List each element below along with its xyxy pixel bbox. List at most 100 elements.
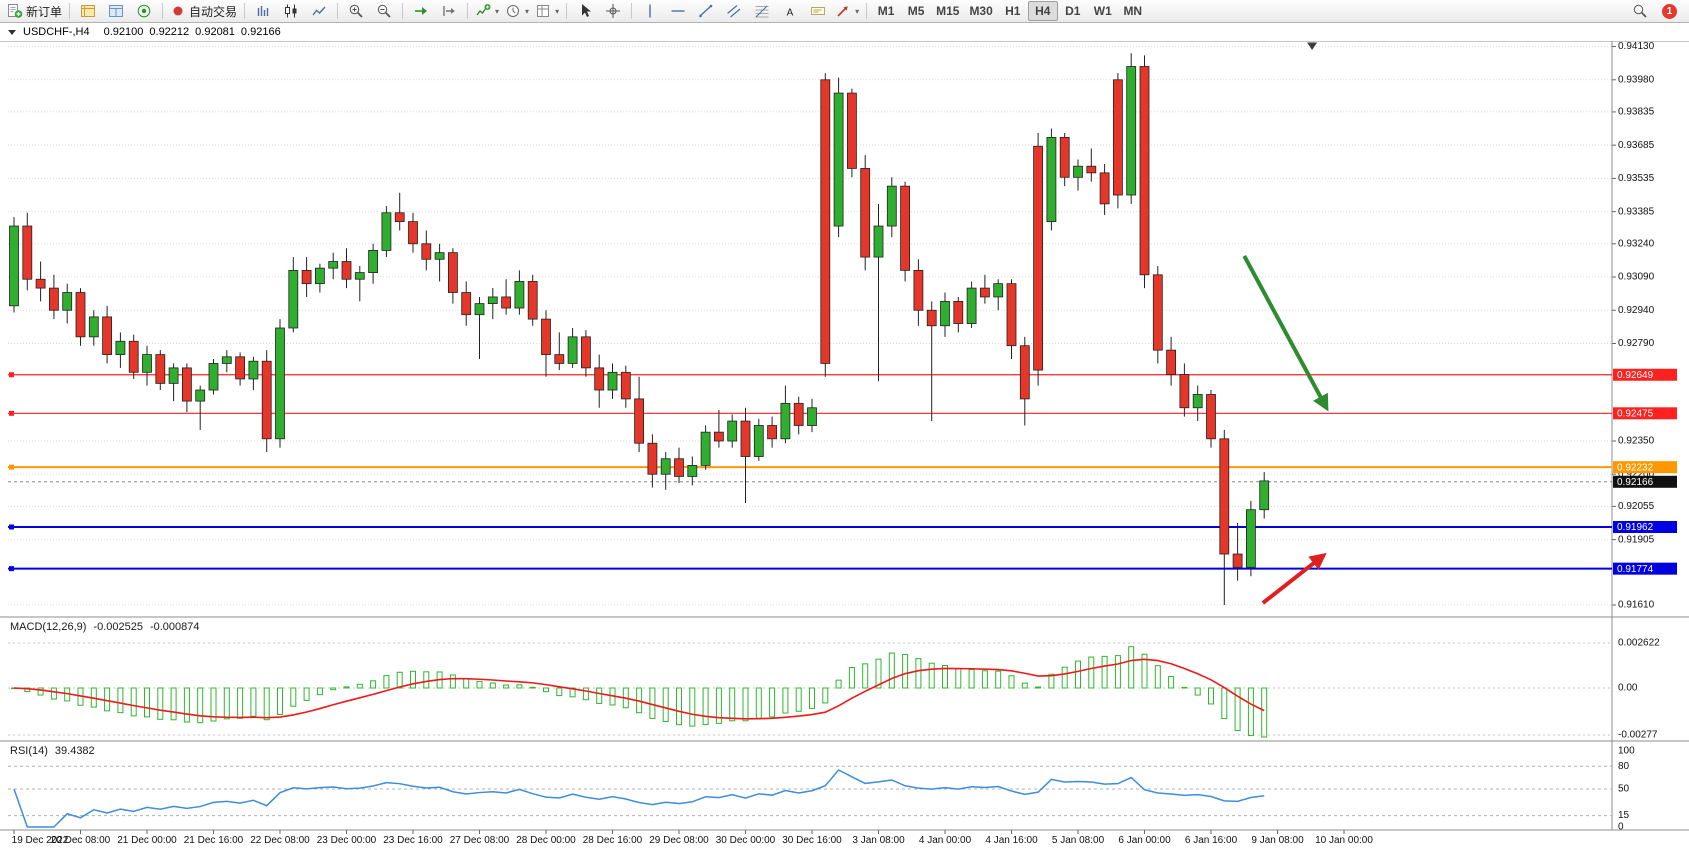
chart-shift-marker[interactable] bbox=[1307, 42, 1318, 51]
timeframe-w1-button[interactable]: W1 bbox=[1088, 1, 1118, 21]
candlestick bbox=[674, 447, 684, 484]
zoom-out-button[interactable] bbox=[370, 0, 398, 22]
label-button[interactable] bbox=[804, 0, 832, 22]
toolbar-button-groups: 新订单 自动交易 ▾ ▾ ▾ A ▾ M1 M5 M15 M30 H1 H4 D1 W1 MN bbox=[4, 0, 1148, 22]
level-price-label: 0.92232 bbox=[1613, 461, 1677, 473]
timeframe-h1-button[interactable]: H1 bbox=[998, 1, 1028, 21]
candlestick bbox=[847, 88, 857, 178]
price-tick-label: 0.92940 bbox=[1618, 305, 1655, 316]
vertical-line-button[interactable] bbox=[636, 0, 664, 22]
search-button[interactable] bbox=[1626, 0, 1654, 22]
chart-shift-button[interactable] bbox=[435, 0, 463, 22]
bid-price-label: 0.92166 bbox=[1613, 475, 1677, 488]
timeframe-m1-button[interactable]: M1 bbox=[871, 1, 901, 21]
time-axis-label: 4 Jan 00:00 bbox=[919, 835, 972, 846]
macd-axis-label: 0.002622 bbox=[1618, 638, 1660, 649]
candlestick bbox=[474, 296, 485, 360]
line-handle[interactable] bbox=[9, 566, 14, 572]
indicators-button[interactable]: ▾ bbox=[472, 0, 502, 22]
candlestick bbox=[314, 263, 325, 293]
zoom-in-button[interactable] bbox=[342, 0, 370, 22]
line-chart-button[interactable] bbox=[305, 0, 333, 22]
indicators-icon bbox=[475, 3, 491, 19]
channel-icon bbox=[726, 3, 742, 19]
chart-menu-icon[interactable] bbox=[8, 29, 16, 35]
down-trend-arrow-object[interactable] bbox=[1242, 255, 1329, 412]
candlestick bbox=[9, 217, 19, 313]
new-order-button[interactable]: 新订单 bbox=[4, 0, 65, 22]
horizontal-line-object[interactable] bbox=[8, 524, 1612, 530]
arrows-button[interactable]: ▾ bbox=[832, 0, 862, 22]
candlestick bbox=[142, 345, 152, 386]
cursor-button[interactable] bbox=[571, 0, 599, 22]
chart-symbol-period: USDCHF-,H4 bbox=[23, 26, 90, 38]
timeframe-h4-button[interactable]: H4 bbox=[1027, 1, 1058, 21]
candlestick bbox=[128, 334, 139, 379]
periods-icon bbox=[505, 3, 521, 19]
notifications-badge[interactable]: 1 bbox=[1662, 3, 1677, 19]
candles bbox=[9, 53, 1270, 605]
candlestick bbox=[1232, 523, 1243, 581]
candlestick-chart-button[interactable] bbox=[277, 0, 305, 22]
rsi-axis-label: 80 bbox=[1618, 761, 1630, 772]
candlestick bbox=[301, 257, 312, 297]
candlestick bbox=[820, 73, 831, 377]
candlestick bbox=[900, 181, 910, 282]
candlestick bbox=[1179, 363, 1190, 417]
line-handle[interactable] bbox=[9, 524, 14, 530]
data-window-button[interactable] bbox=[102, 0, 130, 22]
candlestick bbox=[487, 288, 498, 320]
channel-button[interactable] bbox=[720, 0, 748, 22]
candlestick bbox=[913, 259, 924, 326]
candlestick bbox=[554, 332, 565, 371]
candlestick bbox=[1192, 385, 1203, 422]
candlestick bbox=[1166, 336, 1176, 386]
timeframe-m30-button[interactable]: M30 bbox=[964, 1, 997, 21]
navigator-icon bbox=[136, 3, 152, 19]
time-axis-label: 6 Jan 00:00 bbox=[1118, 835, 1171, 846]
candlestick bbox=[767, 416, 777, 448]
macd-panel: 0.002622 0.00 -0.00277 bbox=[8, 638, 1660, 741]
up-bounce-arrow-object[interactable] bbox=[1261, 552, 1327, 605]
toolbar-separator bbox=[631, 3, 633, 19]
autotrading-button[interactable]: 自动交易 bbox=[167, 0, 240, 22]
fibonacci-button[interactable] bbox=[748, 0, 776, 22]
line-handle[interactable] bbox=[9, 372, 14, 378]
candlestick bbox=[328, 252, 339, 280]
candlestick bbox=[341, 248, 352, 289]
time-axis-label: 19 Dec 2022 bbox=[12, 835, 69, 846]
time-axis-label: 10 Jan 00:00 bbox=[1315, 835, 1373, 846]
timeframe-m15-button[interactable]: M15 bbox=[931, 1, 964, 21]
timeframe-m30-button-label: M30 bbox=[969, 4, 993, 18]
bar-chart-button[interactable] bbox=[249, 0, 277, 22]
timeframe-mn-button[interactable]: MN bbox=[1118, 1, 1148, 21]
candlestick bbox=[181, 363, 192, 413]
timeframe-m5-button[interactable]: M5 bbox=[901, 1, 931, 21]
macd-axis-label: -0.00277 bbox=[1618, 730, 1658, 741]
market-watch-button[interactable] bbox=[74, 0, 102, 22]
horizontal-line-button[interactable] bbox=[664, 0, 692, 22]
horizontal-line-object[interactable] bbox=[8, 464, 1612, 470]
label-icon bbox=[810, 3, 826, 19]
ohlc-high: 0.92212 bbox=[149, 26, 190, 38]
autoscroll-button[interactable] bbox=[407, 0, 435, 22]
candlestick bbox=[886, 177, 897, 238]
line-handle[interactable] bbox=[9, 410, 14, 416]
crosshair-button[interactable] bbox=[599, 0, 627, 22]
templates-button[interactable]: ▾ bbox=[532, 0, 562, 22]
candlestick bbox=[527, 274, 538, 326]
text-button[interactable]: A bbox=[776, 0, 804, 22]
line-handle[interactable] bbox=[9, 464, 14, 470]
trendline-button[interactable] bbox=[692, 0, 720, 22]
candlestick bbox=[607, 363, 618, 399]
toolbar-right: 1 bbox=[1626, 0, 1685, 22]
level-price-label: 0.92475 bbox=[1613, 407, 1677, 419]
rsi-axis-label: 15 bbox=[1618, 810, 1630, 821]
new-order-button-label: 新订单 bbox=[26, 4, 63, 19]
periods-button[interactable]: ▾ bbox=[502, 0, 532, 22]
navigator-button[interactable] bbox=[130, 0, 158, 22]
candlestick bbox=[700, 425, 711, 470]
timeframe-d1-button[interactable]: D1 bbox=[1058, 1, 1088, 21]
horizontal-line-object[interactable] bbox=[8, 566, 1612, 572]
price-tick-label: 0.94130 bbox=[1618, 41, 1655, 52]
